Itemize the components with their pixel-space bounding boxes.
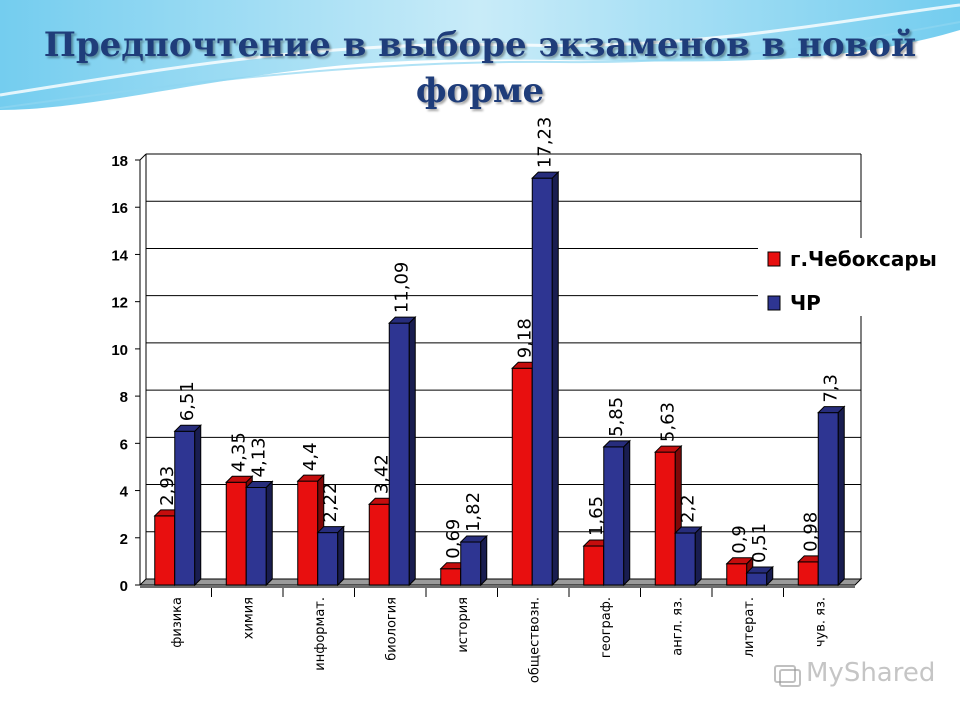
data-label: 3,42 — [371, 454, 392, 494]
bar-front — [797, 561, 819, 586]
bar-chr — [602, 439, 631, 587]
bar-side — [337, 525, 345, 587]
axes: 0 2 4 6 8 10 12 14 16 18 — [111, 153, 147, 595]
bar-front — [746, 572, 768, 586]
legend-label: ЧР — [790, 291, 821, 315]
bar-side — [766, 565, 774, 587]
data-label: 0,69 — [443, 519, 464, 559]
category-label: информат. — [313, 597, 328, 671]
category-label: литерат. — [742, 597, 757, 657]
y-tick-label: 0 — [120, 578, 128, 595]
data-label: 2,22 — [320, 483, 341, 523]
watermark-logo-icon — [774, 665, 801, 687]
bar-side — [694, 525, 702, 587]
bar-chr — [245, 480, 274, 587]
bar-front — [603, 446, 625, 586]
data-label: 4,35 — [228, 432, 249, 472]
bar-front — [583, 545, 605, 586]
y-tick-label: 12 — [111, 295, 128, 312]
bar-front — [531, 177, 553, 586]
bar-front — [511, 367, 533, 586]
category-labels: физика химия информат. биология история общес… — [170, 588, 828, 683]
data-label: 2,2 — [677, 494, 698, 523]
legend-label: г.Чебоксары — [790, 247, 937, 271]
bar-side — [408, 315, 416, 587]
legend-swatch — [767, 295, 781, 311]
bar-front — [440, 568, 462, 586]
bar-side — [480, 534, 488, 587]
bar-front — [174, 430, 196, 586]
bar-front — [654, 451, 676, 586]
category-label: биология — [384, 597, 399, 661]
legend: г.Чебоксары ЧР — [758, 238, 937, 316]
bar-chr — [745, 565, 774, 587]
data-label: 1,82 — [463, 492, 484, 532]
data-label: 11,09 — [391, 262, 412, 314]
bar-front — [388, 322, 410, 586]
bar-front — [368, 503, 390, 586]
y-tick-label: 8 — [120, 389, 128, 406]
data-label: 6,51 — [177, 381, 198, 421]
data-label: 5,85 — [606, 397, 627, 437]
bar-side — [551, 170, 559, 587]
category-label: географ. — [599, 597, 614, 658]
data-label: 7,3 — [820, 374, 841, 403]
bar-front — [817, 412, 839, 586]
floor-front — [140, 585, 855, 588]
bar-side — [837, 405, 845, 587]
bars — [153, 170, 846, 587]
data-label: 1,65 — [586, 496, 607, 536]
bar-front — [726, 563, 748, 586]
y-tick-label: 2 — [120, 531, 128, 548]
y-tick-label: 6 — [120, 436, 128, 453]
category-label: англ. яз. — [670, 597, 685, 656]
y-tick-label: 16 — [111, 200, 128, 217]
bar-chr — [459, 534, 488, 587]
y-tick-label: 4 — [120, 484, 129, 501]
data-label: 2,93 — [157, 466, 178, 506]
watermark-text: MyShared — [806, 658, 936, 688]
bar-chr — [817, 405, 846, 587]
watermark: MyShared — [772, 658, 936, 692]
bar-chr — [173, 424, 202, 587]
category-label: история — [456, 597, 471, 653]
bar-chr — [388, 315, 417, 587]
category-label: обществозн. — [527, 597, 542, 683]
bar-side — [623, 439, 631, 587]
bar-chr — [316, 525, 345, 587]
bar-chr — [531, 170, 560, 587]
category-label: химия — [241, 597, 256, 639]
data-label: 17,23 — [534, 117, 555, 169]
data-label: 0,51 — [749, 523, 770, 563]
slide-title: Предпочтение в выборе экзаменов в новой … — [43, 25, 917, 111]
data-labels: 2,93 6,51 4,35 4,13 4,4 2,22 3,42 11,09 0,691,82… — [157, 117, 842, 563]
y-tick-label: 10 — [111, 342, 128, 359]
y-tick-label: 18 — [111, 153, 128, 170]
category-label: физика — [170, 597, 185, 648]
bar-front — [154, 515, 176, 586]
bar-front — [460, 541, 482, 586]
category-label: чув. яз. — [813, 597, 828, 647]
data-label: 0,9 — [729, 525, 750, 554]
y-axis-top-edge — [139, 153, 147, 161]
data-label: 4,4 — [300, 442, 321, 471]
bar-side — [265, 480, 273, 587]
bar-cheboksary — [725, 556, 754, 587]
bar-front — [225, 481, 247, 586]
bar-front — [674, 532, 696, 586]
data-label: 4,13 — [248, 437, 269, 477]
data-label: 5,63 — [657, 402, 678, 442]
bar-chr — [674, 525, 703, 587]
bar-front — [245, 486, 267, 586]
data-label: 0,98 — [800, 512, 821, 552]
data-label: 9,18 — [514, 318, 535, 358]
bar-side — [194, 424, 202, 587]
bar-front — [297, 480, 319, 586]
y-tick-label: 14 — [111, 247, 128, 264]
bar-front — [317, 532, 339, 586]
legend-swatch — [767, 251, 781, 267]
